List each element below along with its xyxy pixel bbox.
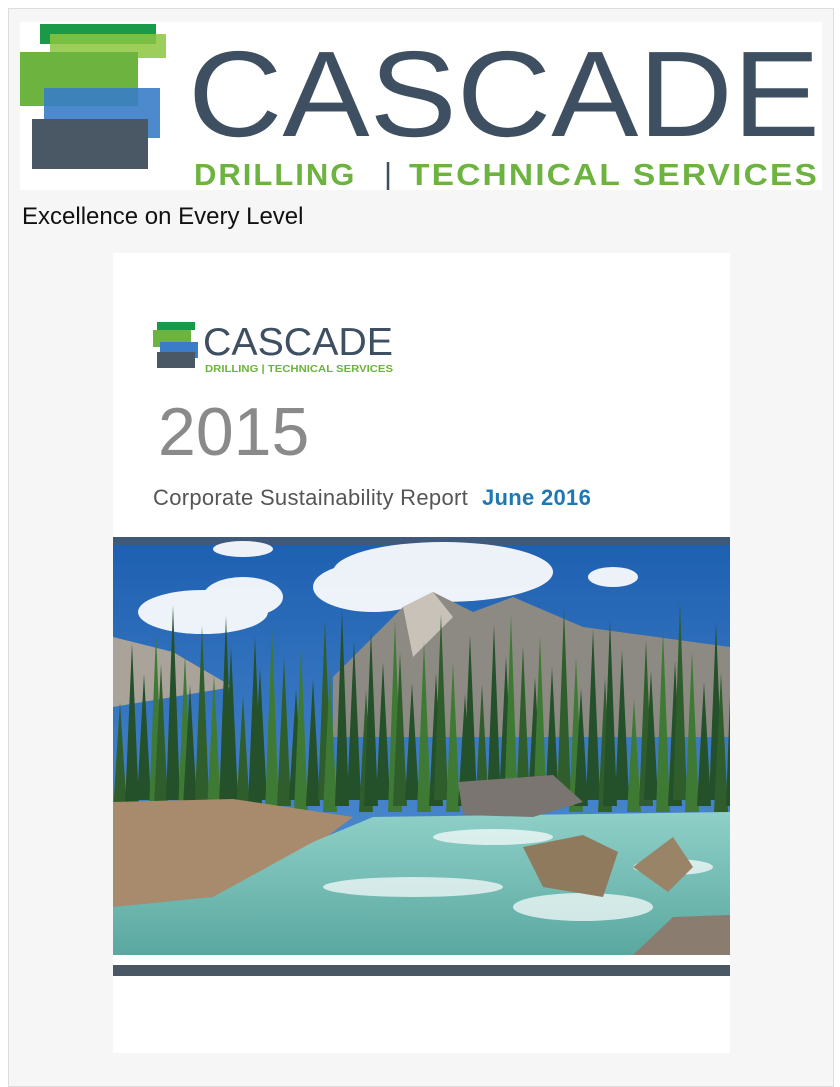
cover-bar: [113, 965, 730, 976]
cover-logo: CASCADE DRILLING | TECHNICAL SERVICES: [153, 321, 398, 377]
report-cover[interactable]: CASCADE DRILLING | TECHNICAL SERVICES 20…: [113, 253, 730, 1053]
cover-photo: [113, 537, 730, 955]
logo-block: [157, 322, 195, 330]
logo-name: CASCADE: [203, 321, 393, 364]
report-title: Corporate Sustainability Report: [153, 485, 468, 510]
report-heading: Corporate Sustainability Report June 2016: [153, 485, 591, 511]
report-date: June 2016: [482, 485, 591, 510]
logo-block: [32, 119, 148, 169]
tagline: Excellence on Every Level: [22, 203, 303, 231]
header-logo: CASCADE DRILLING | TECHNICAL SERVICES: [20, 22, 822, 190]
logo-subtitle: DRILLING | TECHNICAL SERVICES: [205, 364, 393, 375]
logo-services: TECHNICAL SERVICES: [409, 157, 819, 190]
page: CASCADE DRILLING | TECHNICAL SERVICES Ex…: [0, 0, 840, 1087]
logo-block: [157, 352, 195, 368]
report-year: 2015: [158, 393, 309, 471]
logo-name: CASCADE: [188, 26, 820, 162]
logo-division: DRILLING: [194, 157, 356, 190]
logo-separator: |: [384, 156, 392, 190]
